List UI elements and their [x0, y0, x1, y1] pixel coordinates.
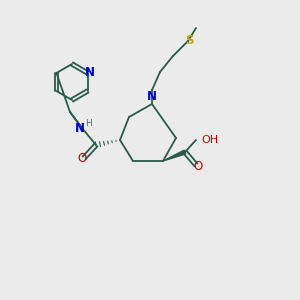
Text: S: S — [185, 34, 193, 46]
Text: O: O — [77, 152, 87, 166]
Text: N: N — [85, 67, 94, 80]
Text: N: N — [147, 91, 157, 103]
Text: N: N — [75, 122, 85, 134]
Text: H: H — [85, 119, 92, 128]
Polygon shape — [163, 150, 186, 161]
Text: O: O — [194, 160, 202, 172]
Text: OH: OH — [201, 135, 218, 145]
